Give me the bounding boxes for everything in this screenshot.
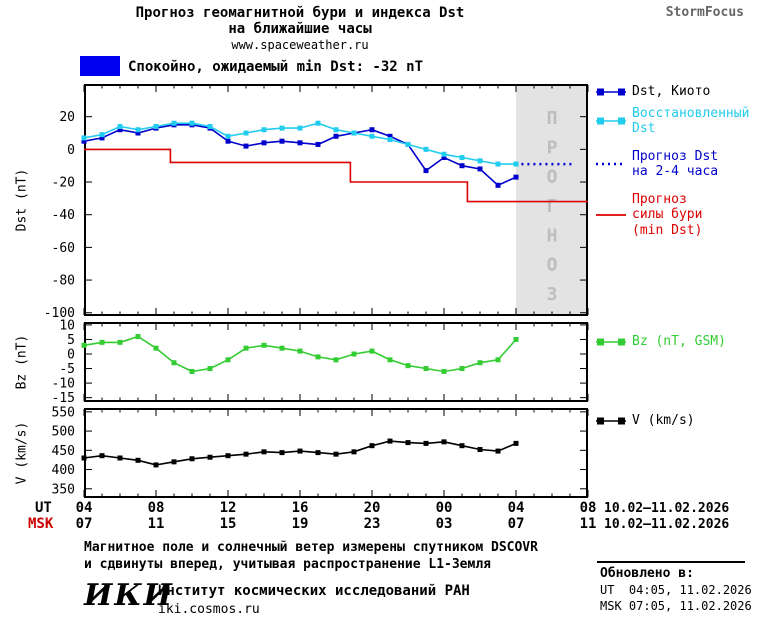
svg-text:-20: -20 (52, 176, 75, 191)
ut-tick-label: 16 (291, 500, 309, 516)
v-chart: 550 500 450 400 350 (52, 405, 589, 498)
svg-text:О: О (547, 255, 558, 276)
svg-text:500: 500 (52, 425, 75, 440)
ut-tick-label: 04 (75, 500, 93, 516)
legend-v: V (km/s) (596, 413, 695, 428)
dst-forecast-swatch (596, 163, 626, 166)
bz-swatch (596, 338, 626, 346)
page-title: Прогноз геомагнитной бури и индекса Dst (135, 5, 465, 21)
ut-axis-name: UT (35, 500, 52, 516)
svg-text:Р: Р (547, 137, 558, 158)
svg-text:-100: -100 (44, 306, 75, 321)
svg-text:Г: Г (547, 196, 558, 217)
msk-date-range: 10.02–11.02.2026 (604, 517, 730, 532)
institute-website-link[interactable]: iki.cosmos.ru (158, 602, 260, 617)
ut-date-range: 10.02–11.02.2026 (604, 501, 730, 516)
legend-storm-forecast-label: Прогноз силы бури (min Dst) (632, 192, 703, 238)
updated-ut: UT 04:05, 11.02.2026 (600, 583, 752, 597)
legend-dst-forecast-label: Прогноз Dst на 2-4 часа (632, 149, 719, 180)
msk-axis-row: MSK 10.02–11.02.2026 07 11 15 19 23 03 07 11 (0, 516, 760, 532)
updated-label: Обновлено в: (600, 566, 694, 581)
legend-dst-reconstructed-label: Восстановленный Dst (632, 106, 750, 137)
msk-tick-label: 07 (75, 516, 93, 532)
legend-dst-reconstructed: Восстановленный Dst (596, 106, 749, 137)
svg-text:0: 0 (67, 348, 75, 363)
footnote-line1: Магнитное поле и солнечный ветер измерен… (84, 540, 538, 555)
legend-dst-forecast: Прогноз Dst на 2-4 часа (596, 149, 718, 180)
svg-text:П: П (547, 108, 558, 129)
v-swatch (596, 417, 626, 425)
dst-reconstructed-swatch (596, 117, 626, 125)
dst-kyoto-swatch (596, 88, 626, 96)
svg-text:450: 450 (52, 444, 75, 459)
page-subtitle: на ближайшие часы (228, 21, 372, 37)
storm-forecast-swatch (596, 214, 626, 216)
v-axis-label: V (km/s) (14, 421, 30, 485)
institute-name: Институт космических исследований РАН (158, 583, 470, 599)
legend-dst-kyoto-label: Dst, Киото (632, 84, 711, 99)
iki-logo: ИКИ (84, 578, 174, 613)
msk-tick-label: 07 (507, 516, 525, 532)
svg-text:-10: -10 (52, 377, 75, 392)
svg-text:550: 550 (52, 405, 75, 420)
legend-storm-forecast: Прогноз силы бури (min Dst) (596, 192, 702, 238)
msk-tick-label: 11 (147, 516, 165, 532)
msk-tick-label: 15 (219, 516, 237, 532)
svg-text:-80: -80 (52, 274, 75, 289)
updated-msk: MSK 07:05, 11.02.2026 (600, 599, 752, 613)
ut-tick-label: 04 (507, 500, 525, 516)
dst-axis-label: Dst (nT) (14, 168, 30, 232)
updated-divider (597, 561, 745, 563)
ut-tick-label: 08 (147, 500, 165, 516)
svg-text:-5: -5 (59, 362, 75, 377)
svg-text:-60: -60 (52, 241, 75, 256)
quiet-status-text: Спокойно, ожидаемый min Dst: -32 nT (128, 59, 424, 75)
ut-tick-label: 12 (219, 500, 237, 516)
svg-text:10: 10 (59, 318, 75, 333)
svg-text:О: О (547, 167, 558, 188)
legend-dst-kyoto: Dst, Киото (596, 84, 710, 99)
svg-text:0: 0 (67, 143, 75, 158)
svg-text:5: 5 (67, 333, 75, 348)
svg-text:Н: Н (547, 225, 558, 246)
svg-text:400: 400 (52, 463, 75, 478)
bz-axis-label: Bz (nT) (14, 334, 30, 390)
brand-label: StormFocus (665, 5, 744, 20)
svg-text:350: 350 (52, 482, 75, 497)
legend-bz-label: Bz (nT, GSM) (632, 334, 726, 349)
svg-text:-15: -15 (52, 391, 75, 406)
legend-v-label: V (km/s) (632, 413, 695, 428)
ut-axis-row: UT 10.02–11.02.2026 04 08 12 16 20 00 04 08 (0, 500, 760, 516)
website-link[interactable]: www.spaceweather.ru (231, 38, 369, 52)
msk-tick-label: 03 (435, 516, 453, 532)
msk-tick-label: 11 (579, 516, 597, 532)
svg-text:20: 20 (59, 110, 75, 125)
ut-tick-label: 00 (435, 500, 453, 516)
ut-tick-label: 08 (579, 500, 597, 516)
ut-tick-label: 20 (363, 500, 381, 516)
svg-text:З: З (547, 284, 558, 305)
footnote-line2: и сдвинуты вперед, учитывая распростране… (84, 557, 491, 572)
msk-tick-label: 23 (363, 516, 381, 532)
svg-text:-40: -40 (52, 208, 75, 223)
legend-bz: Bz (nT, GSM) (596, 334, 726, 349)
msk-axis-name: MSK (28, 516, 54, 532)
quiet-status-swatch (80, 56, 120, 76)
msk-tick-label: 19 (291, 516, 309, 532)
